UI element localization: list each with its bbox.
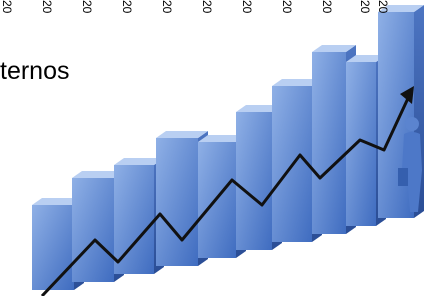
rotated-label: 20 xyxy=(40,0,54,13)
rotated-label: 20 xyxy=(240,0,254,13)
figure-head xyxy=(405,117,419,131)
bar-front xyxy=(156,138,198,266)
rotated-label: 20 xyxy=(358,0,372,13)
rotated-label: 20 xyxy=(0,0,14,13)
rotated-label: 20 xyxy=(376,0,390,13)
rotated-label: 20 xyxy=(280,0,294,13)
rotated-label: 20 xyxy=(160,0,174,13)
bar-front xyxy=(32,205,74,290)
bars xyxy=(32,5,424,290)
heading-fragment: ternos xyxy=(0,57,69,86)
clip-art xyxy=(0,0,434,296)
figure-case xyxy=(398,168,408,186)
slide: ternos 20 20 20 20 20 20 20 20 20 20 20 xyxy=(0,0,434,296)
rotated-label: 20 xyxy=(120,0,134,13)
bar-front xyxy=(236,112,272,250)
rotated-label: 20 xyxy=(200,0,214,13)
rotated-label: 20 xyxy=(80,0,94,13)
rotated-label: 20 xyxy=(320,0,334,13)
bar-front xyxy=(72,178,114,282)
bar-front xyxy=(312,52,346,234)
